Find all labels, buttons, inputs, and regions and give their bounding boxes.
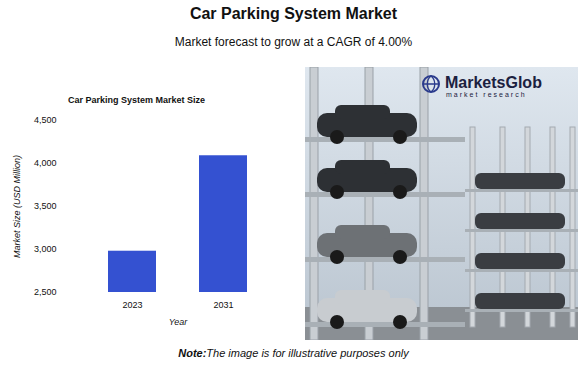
svg-text:3,000: 3,000 bbox=[34, 244, 57, 254]
svg-text:2,500: 2,500 bbox=[34, 287, 57, 297]
svg-text:4,000: 4,000 bbox=[34, 158, 57, 168]
svg-text:2023: 2023 bbox=[122, 300, 142, 310]
svg-text:4,500: 4,500 bbox=[34, 115, 57, 125]
html-text:Car Parking System Market: Car Parking System Market bbox=[189, 5, 398, 22]
html-text:Note: The image is for illustr: Note: The image is for illustrative purp… bbox=[178, 347, 409, 359]
html-text:Market forecast to grow at a C: Market forecast to grow at a CAGR of 4.0… bbox=[174, 35, 413, 49]
html-text:Car Parking System Market Size: Car Parking System Market Size bbox=[68, 95, 206, 105]
html-text:MarketsGlob: MarketsGlob bbox=[445, 74, 542, 91]
svg-text:Year: Year bbox=[169, 317, 189, 327]
svg-text:3,500: 3,500 bbox=[34, 201, 57, 211]
svg-text:Market Size (USD Million): Market Size (USD Million) bbox=[12, 155, 22, 258]
html-text:market research: market research bbox=[446, 91, 527, 98]
svg-text:2031: 2031 bbox=[213, 300, 233, 310]
